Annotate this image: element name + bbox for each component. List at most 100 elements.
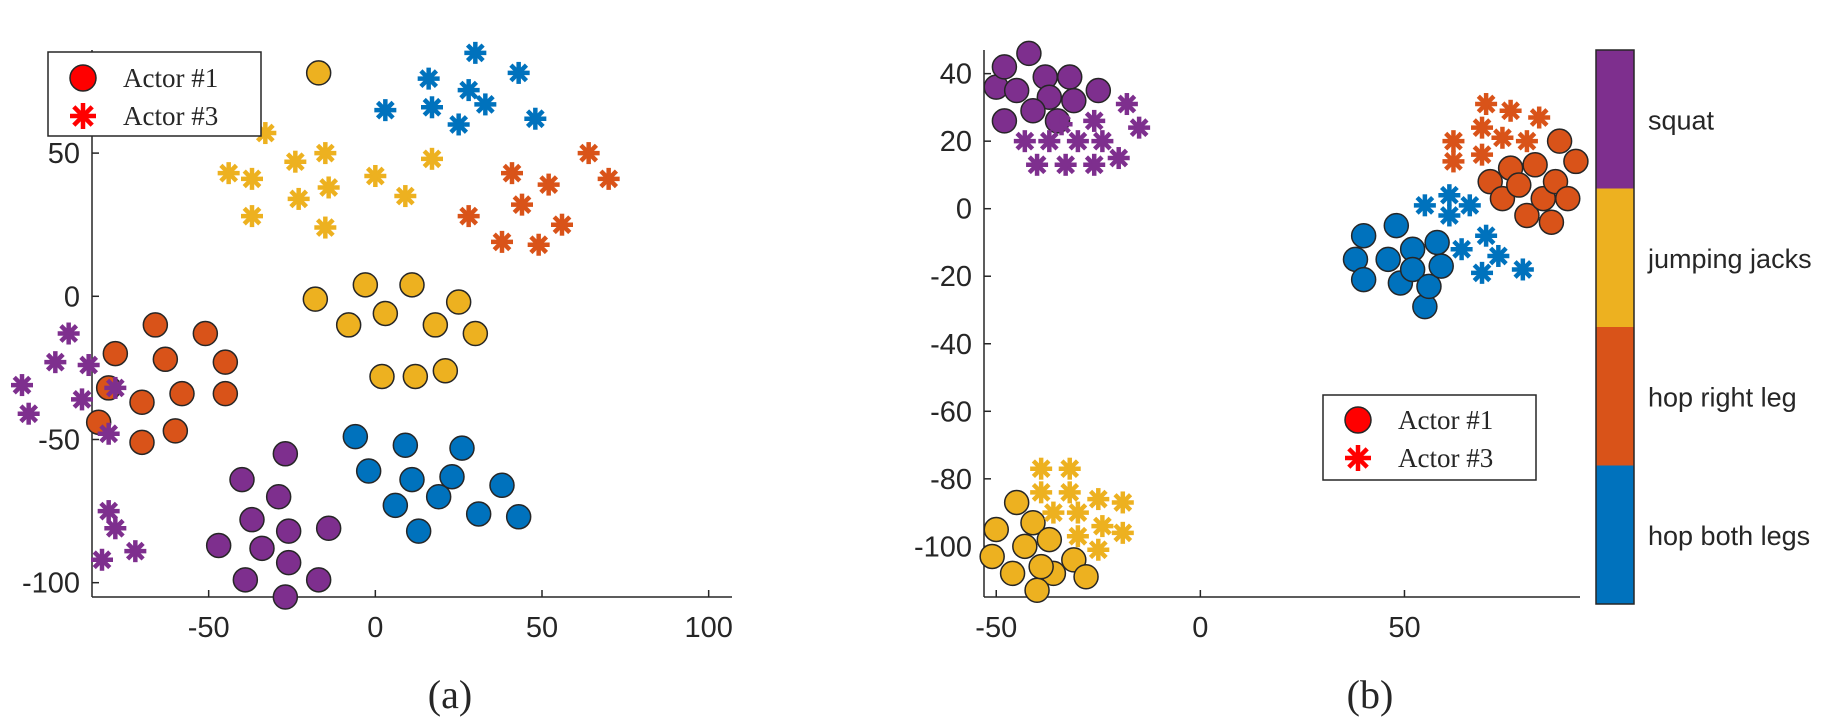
y-tick-label: 0 [64,281,80,313]
point-hop-right-leg-actor3 [511,193,533,216]
point-jumping-jacks-actor1 [369,363,395,390]
point-hop-both-legs-actor3 [447,113,470,136]
point-hop-both-legs-actor3 [1450,238,1473,261]
point-squat-actor1 [239,506,265,533]
panel-a-scatter: -50 0 50 100 -100 -50 0 50 [11,41,733,644]
point-jumping-jacks-actor1 [999,560,1026,587]
point-hop-both-legs-actor3 [421,96,443,119]
x-tick-label: 0 [1192,612,1208,644]
colorbar-label-jumping-jacks: jumping jacks [1647,244,1812,274]
point-jumping-jacks-actor3 [1091,515,1114,538]
point-squat-actor1 [315,515,342,542]
point-hop-right-leg-actor3 [1528,106,1551,129]
colorbar-segment-hop-both-legs [1596,465,1634,604]
point-hop-right-leg-actor1 [1514,202,1540,229]
point-squat-actor1 [1003,77,1030,104]
point-jumping-jacks-actor1 [305,60,332,86]
point-jumping-jacks-actor3 [1066,525,1089,548]
y-tick-label: -40 [930,329,972,361]
point-squat-actor3 [97,422,120,445]
point-hop-both-legs-actor3 [1458,194,1481,217]
point-squat-actor1 [1020,98,1046,124]
point-squat-actor1 [991,54,1018,80]
point-jumping-jacks-actor3 [1087,488,1110,511]
x-tick-label: -50 [975,612,1017,644]
legend-a-asterisk-marker [70,103,96,129]
point-hop-right-leg-actor1 [192,320,219,347]
point-jumping-jacks-actor1 [402,363,429,390]
point-squat-actor3 [57,322,80,345]
colorbar-frame [1595,49,1635,605]
point-hop-both-legs-actor3 [507,61,530,84]
point-squat-actor1 [272,441,299,467]
point-jumping-jacks-actor1 [983,516,1009,543]
point-squat-actor1 [1085,77,1112,104]
point-squat-actor3 [1054,153,1077,176]
point-jumping-jacks-actor1 [399,272,425,298]
y-tick-label: -60 [930,396,972,428]
point-squat-actor3 [1128,116,1151,139]
point-jumping-jacks-actor1 [1028,553,1054,580]
legend-b-circle-marker [1344,406,1372,434]
point-jumping-jacks-actor3 [287,187,310,210]
point-jumping-jacks-actor1 [432,358,459,384]
point-squat-actor1 [232,567,259,593]
point-jumping-jacks-actor3 [394,185,417,208]
point-hop-both-legs-actor1 [355,458,382,484]
point-hop-right-leg-actor1 [1546,128,1573,154]
point-jumping-jacks-actor3 [421,147,443,170]
point-squat-actor3 [1013,130,1036,153]
point-squat-actor3 [1091,130,1114,153]
legend-b-asterisk-marker [1345,445,1371,471]
point-hop-right-leg-actor1 [1563,148,1589,175]
y-tick-label: -100 [22,568,80,600]
point-jumping-jacks-actor3 [1042,501,1065,524]
point-squat-actor3 [1066,130,1089,153]
point-squat-actor3 [44,351,67,374]
point-hop-both-legs-actor3 [1487,244,1510,267]
point-jumping-jacks-actor3 [314,142,337,165]
point-hop-right-leg-actor1 [212,349,239,375]
point-hop-both-legs-actor1 [1383,212,1410,239]
point-squat-actor1 [1036,84,1063,111]
point-jumping-jacks-actor1 [1036,526,1063,553]
point-hop-both-legs-actor1 [489,472,515,499]
panel-b-scatter: -50 0 50 -100 -80 -60 -40 -20 0 20 40 [914,40,1589,644]
x-tick-label: -50 [188,612,230,644]
point-hop-right-leg-actor3 [457,205,480,228]
point-hop-right-leg-actor3 [527,233,550,256]
point-jumping-jacks-actor1 [1012,533,1038,560]
point-hop-right-leg-actor3 [1475,93,1498,116]
point-hop-both-legs-actor1 [449,435,475,461]
point-squat-actor1 [305,567,332,593]
colorbar-label-hop-right-leg: hop right leg [1648,382,1797,412]
point-hop-both-legs-actor1 [1375,246,1401,273]
point-hop-right-leg-actor1 [162,418,189,444]
point-hop-right-leg-actor1 [1522,152,1548,178]
point-jumping-jacks-actor1 [422,312,449,338]
x-tick-label: 100 [684,612,732,644]
point-jumping-jacks-actor1 [352,272,379,298]
point-jumping-jacks-actor1 [1020,509,1046,536]
point-jumping-jacks-actor3 [1058,481,1081,504]
point-hop-both-legs-actor1 [465,501,492,527]
legend-b: Actor #1 Actor #3 [1322,394,1537,481]
point-hop-right-leg-actor1 [152,346,179,373]
y-tick-label: -80 [930,464,972,496]
point-hop-right-leg-actor3 [577,142,600,165]
y-tick-label: -20 [930,261,972,293]
point-jumping-jacks-actor1 [462,320,489,347]
point-squat-actor3 [11,374,33,397]
legend-a-circle-marker [69,64,97,92]
point-hop-both-legs-actor3 [524,107,547,130]
colorbar-segment-squat [1596,50,1634,189]
point-squat-actor1 [1061,87,1087,114]
point-squat-actor1 [229,466,255,493]
point-hop-both-legs-actor3 [457,79,480,102]
point-hop-right-leg-actor1 [129,429,155,456]
colorbar-segment-jumping-jacks [1596,188,1634,327]
point-hop-right-leg-actor3 [1515,130,1538,153]
point-squat-actor1 [265,484,292,510]
point-hop-both-legs-actor3 [464,41,487,64]
